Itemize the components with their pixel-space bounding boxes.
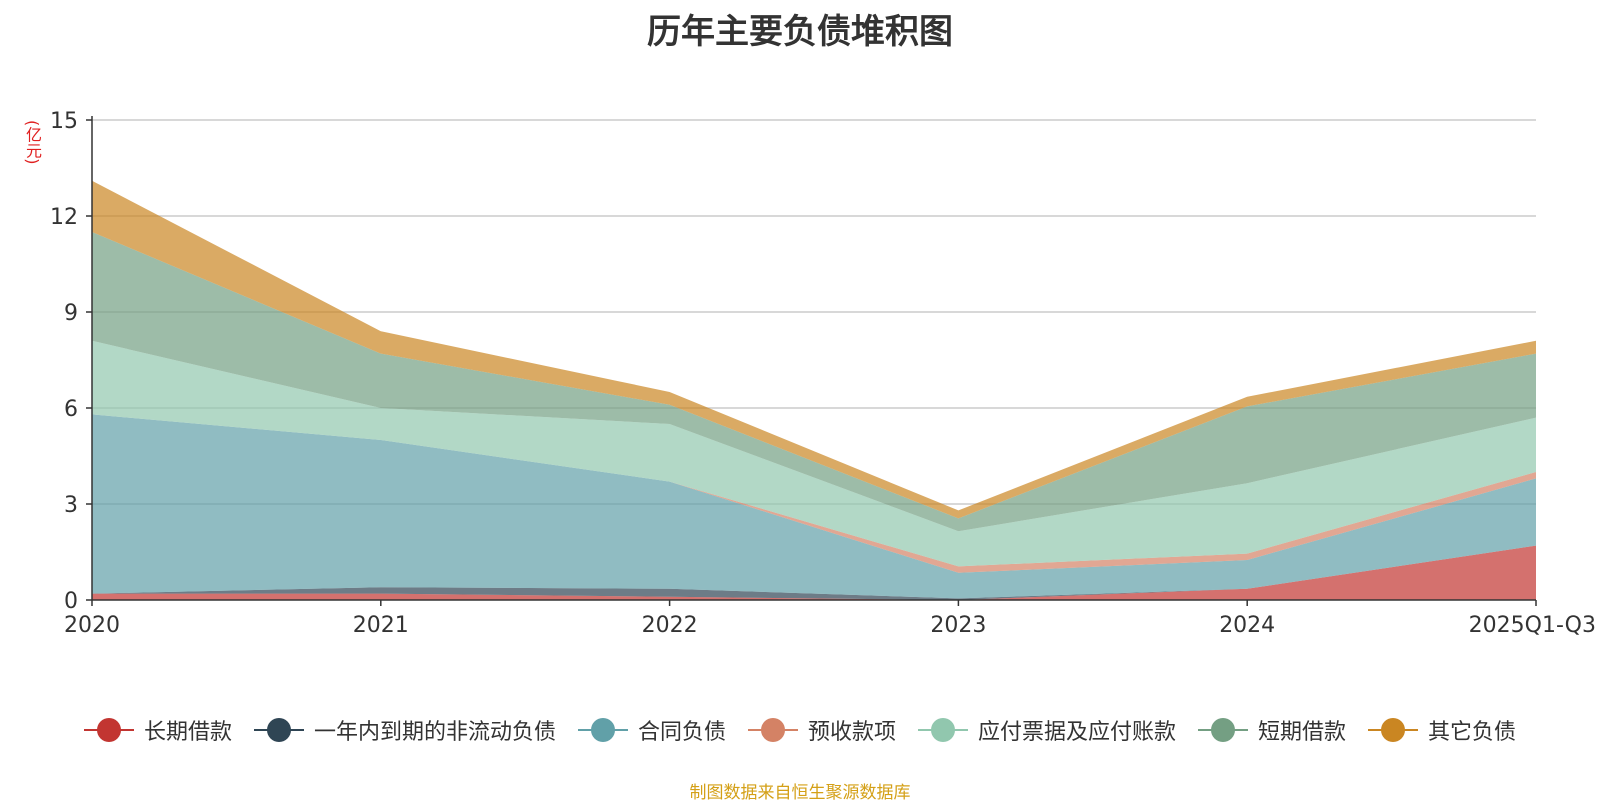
legend-item-3[interactable]: 合同负债 [577,714,726,746]
chart-title: 历年主要负债堆积图 [647,12,953,52]
area-series-3 [92,414,1536,599]
x-tick-label: 2024 [1219,613,1275,638]
area-series-5 [92,340,1536,567]
legend-marker-icon [747,718,798,742]
area-series [92,180,1536,600]
legend-item-7[interactable]: 其它负债 [1368,714,1516,746]
legend: 长期借款 一年内到期的非流动负债 合同负债 预收款项 应付票据及应付账款 短期借款 其它负债 [0,714,1600,746]
y-tick-label: 6 [64,397,78,422]
legend-label: 短期借款 [1258,720,1347,745]
area-series-6 [92,232,1536,532]
legend-marker-icon [83,718,134,742]
legend-label: 其它负债 [1428,720,1517,745]
x-tick-label: 2020 [64,613,120,638]
x-tick-label: 2025Q1-Q3 [1469,613,1596,638]
source-note: 制图数据来自恒生聚源数据库 [689,783,911,803]
legend-label: 应付票据及应付账款 [978,720,1177,745]
x-tick-label: 2023 [930,613,986,638]
legend-marker-icon [1368,718,1419,742]
legend-item-4[interactable]: 预收款项 [747,714,896,746]
legend-label: 预收款项 [807,720,896,745]
legend-marker-icon [918,718,968,742]
y-tick-label: 12 [50,205,78,230]
x-tick-label: 2021 [353,613,409,638]
legend-label: 一年内到期的非流动负债 [313,720,556,745]
y-tick-label: 3 [64,493,78,518]
y-axis-unit-label: (亿元) [23,120,42,165]
legend-marker-icon [577,718,628,742]
legend-item-5[interactable]: 应付票据及应付账款 [918,714,1176,746]
legend-item-6[interactable]: 短期借款 [1198,714,1346,746]
y-tick-label: 0 [64,589,78,614]
legend-marker-icon [253,718,304,742]
legend-label: 长期借款 [143,720,232,745]
x-tick-label: 2022 [642,613,698,638]
y-tick-label: 9 [64,301,78,326]
y-tick-label: 15 [50,109,78,134]
area-series-7 [92,180,1536,519]
legend-label: 合同负债 [637,720,726,745]
legend-item-1[interactable]: 长期借款 [83,714,232,746]
axes: 0 3 6 9 12 15 2020 2021 2022 2023 2024 2025Q1-Q3 [50,109,1596,638]
legend-item-2[interactable]: 一年内到期的非流动负债 [253,714,556,746]
area-series-1 [92,545,1536,600]
legend-marker-icon [1198,718,1249,742]
